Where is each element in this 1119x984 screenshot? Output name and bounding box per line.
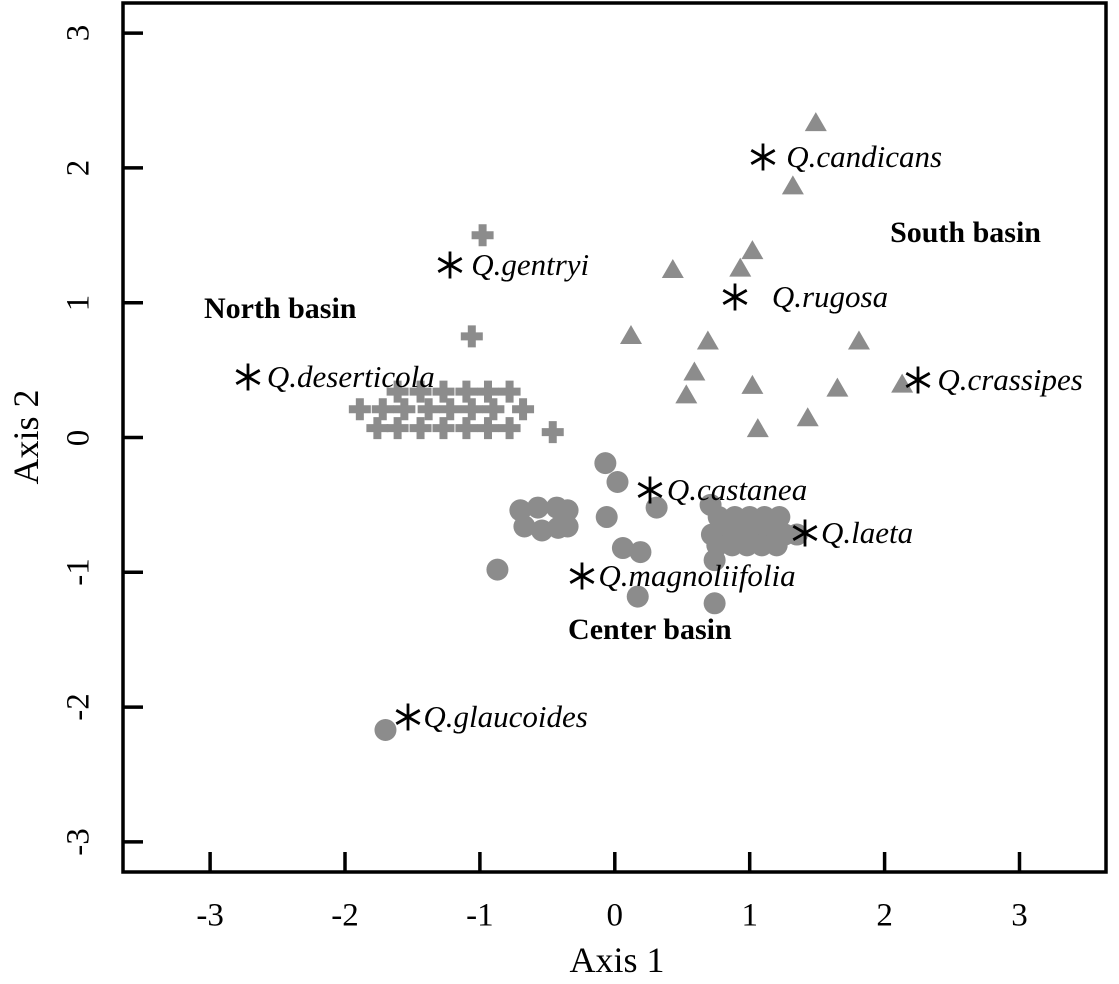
circle-marker [629,541,652,564]
plus-marker [371,398,394,421]
plus-marker [455,380,478,403]
circle-marker [626,585,649,608]
triangle-marker [683,361,706,381]
plus-marker [482,398,505,421]
circle-marker [765,534,788,557]
circle-marker [768,506,791,529]
plus-marker [455,417,478,440]
triangle-marker [661,259,684,278]
plus-marker [409,380,432,403]
triangle-marker [826,377,849,397]
circle-marker [594,452,617,475]
plus-marker [366,417,389,440]
circle-marker [707,506,730,529]
plus-marker [386,380,409,403]
triangle-marker [675,384,698,404]
plus-marker [476,417,499,440]
triangle-marker [804,112,827,132]
circle-marker [611,537,634,560]
triangle-marker [696,330,719,350]
circle-marker [556,499,579,522]
series-center-basin [374,452,808,742]
plus-marker [393,398,416,421]
plus-marker [541,421,564,444]
series-north-basin [348,224,564,444]
series-south-basin [619,112,914,438]
plus-marker [432,380,455,403]
triangle-marker [847,330,870,350]
plus-marker [348,398,371,421]
plus-marker [417,398,440,421]
triangle-marker [796,407,819,427]
plot-border [121,1,1108,874]
plus-marker [471,224,494,247]
triangle-marker [781,175,804,195]
plus-marker [498,380,521,403]
triangle-marker [741,240,764,260]
circle-marker [556,515,579,538]
circle-marker [486,558,509,581]
triangle-marker [746,418,769,438]
plus-marker [386,417,409,440]
circle-marker [606,470,629,493]
circle-marker [374,719,397,742]
plus-marker [460,325,483,348]
plus-marker [460,398,483,421]
circle-marker [530,519,553,542]
triangle-marker [741,374,764,394]
plot-marker-layer [348,112,914,742]
plus-marker [476,380,499,403]
plus-marker [409,417,432,440]
plus-marker [439,398,462,421]
plot-frame-layer [121,1,1108,874]
triangle-marker [891,373,914,393]
plus-marker [432,417,455,440]
circle-marker [645,496,668,519]
triangle-marker [729,257,752,277]
triangle-marker [619,325,642,345]
circle-marker [595,506,618,529]
plus-marker [512,398,535,421]
circle-marker [703,592,726,615]
circle-marker [526,496,549,519]
circle-marker [513,515,536,538]
plus-marker [498,417,521,440]
circle-marker [785,523,808,546]
